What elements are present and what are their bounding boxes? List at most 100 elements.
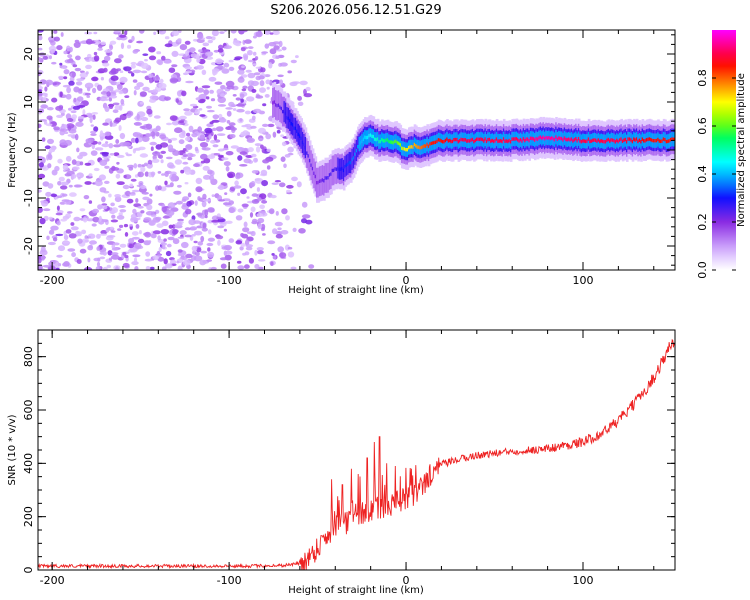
ridge-cell	[355, 148, 359, 153]
ridge-cell	[325, 176, 329, 180]
ridge-cell	[543, 137, 547, 141]
ridge-cell	[618, 138, 622, 142]
ridge-cell	[493, 139, 496, 144]
ridge-cell	[519, 138, 523, 142]
noise-blob	[277, 246, 285, 253]
noise-blob	[266, 148, 271, 152]
noise-blob	[211, 194, 215, 198]
ridge-cell	[551, 136, 554, 140]
ridge-cell	[497, 139, 500, 143]
noise-blob	[134, 242, 142, 249]
noise-blob	[250, 230, 256, 237]
noise-blob	[139, 185, 147, 190]
noise-blob	[67, 211, 73, 214]
ridge-cell	[276, 104, 279, 108]
noise-blob	[182, 161, 189, 165]
noise-blob	[268, 208, 275, 215]
noise-blob	[148, 73, 154, 79]
noise-blob	[119, 70, 124, 73]
ridge-cell	[549, 136, 553, 141]
noise-blob	[98, 215, 102, 222]
ridge-cell	[403, 147, 407, 151]
noise-blob	[124, 30, 128, 36]
noise-blob	[213, 49, 220, 53]
noise-blob	[286, 184, 294, 189]
noise-blob	[94, 180, 103, 187]
noise-blob	[97, 84, 103, 91]
noise-blob	[298, 228, 306, 234]
noise-blob	[78, 90, 83, 94]
ridge-cell	[446, 137, 449, 141]
ridge-cell	[287, 116, 291, 121]
noise-blob	[261, 200, 268, 204]
noise-blob	[201, 69, 207, 76]
ridge-cell	[536, 137, 540, 141]
noise-blob	[230, 127, 237, 131]
noise-blob	[64, 131, 69, 134]
noise-blob	[73, 41, 81, 49]
noise-blob	[79, 208, 86, 212]
noise-blob	[62, 262, 70, 267]
ridge-cell	[623, 138, 626, 142]
noise-blob	[62, 164, 69, 171]
ridge-cell	[306, 151, 309, 155]
ridge-cell	[613, 139, 616, 143]
noise-blob	[142, 53, 149, 56]
noise-blob	[184, 66, 192, 70]
noise-blob	[106, 91, 111, 97]
noise-blob	[193, 163, 200, 168]
noise-blob	[109, 44, 114, 51]
noise-blob	[203, 174, 211, 180]
noise-blob	[191, 133, 198, 138]
y-tick-label: 200	[22, 506, 35, 527]
ridge-cell	[579, 139, 582, 143]
noise-blob	[240, 233, 245, 237]
noise-blob	[111, 252, 119, 256]
noise-blob	[211, 219, 220, 223]
noise-blob	[177, 236, 185, 239]
noise-blob	[50, 49, 56, 54]
ridge-cell	[345, 163, 349, 167]
noise-blob	[45, 79, 54, 86]
ridge-cell	[279, 105, 282, 109]
noise-blob	[204, 209, 209, 216]
ridge-cell	[665, 139, 669, 144]
noise-blob	[197, 196, 201, 201]
noise-blob	[287, 246, 293, 250]
noise-blob	[225, 166, 230, 172]
noise-blob	[124, 95, 130, 98]
noise-blob	[202, 42, 210, 47]
noise-blob	[151, 89, 159, 95]
noise-blob	[109, 40, 117, 45]
noise-blob	[275, 233, 283, 239]
noise-blob	[255, 95, 264, 99]
noise-blob	[178, 30, 182, 34]
ridge-cell	[297, 132, 301, 137]
ridge-cell	[580, 140, 584, 144]
noise-blob	[205, 51, 214, 57]
noise-blob	[254, 143, 262, 147]
ridge-cell	[481, 137, 485, 142]
ridge-cell	[569, 138, 572, 142]
ridge-cell	[307, 154, 311, 158]
ridge-cell	[617, 139, 621, 144]
noise-blob	[63, 50, 68, 55]
noise-blob	[161, 220, 169, 227]
noise-blob	[61, 66, 68, 70]
ridge-cell	[645, 138, 649, 142]
noise-blob	[240, 47, 246, 52]
noise-blob	[150, 146, 154, 151]
ridge-cell	[384, 139, 387, 143]
noise-blob	[99, 136, 104, 141]
noise-blob	[277, 227, 282, 231]
ridge-cell	[282, 109, 285, 114]
noise-blob	[104, 131, 111, 137]
ridge-cell	[474, 138, 478, 143]
noise-blob	[90, 150, 98, 156]
noise-blob	[86, 95, 90, 98]
noise-blob	[111, 207, 119, 214]
ridge-cell	[444, 138, 448, 143]
ridge-cell	[652, 139, 656, 143]
noise-blob	[207, 247, 211, 252]
x-tick-label: 100	[572, 574, 593, 587]
